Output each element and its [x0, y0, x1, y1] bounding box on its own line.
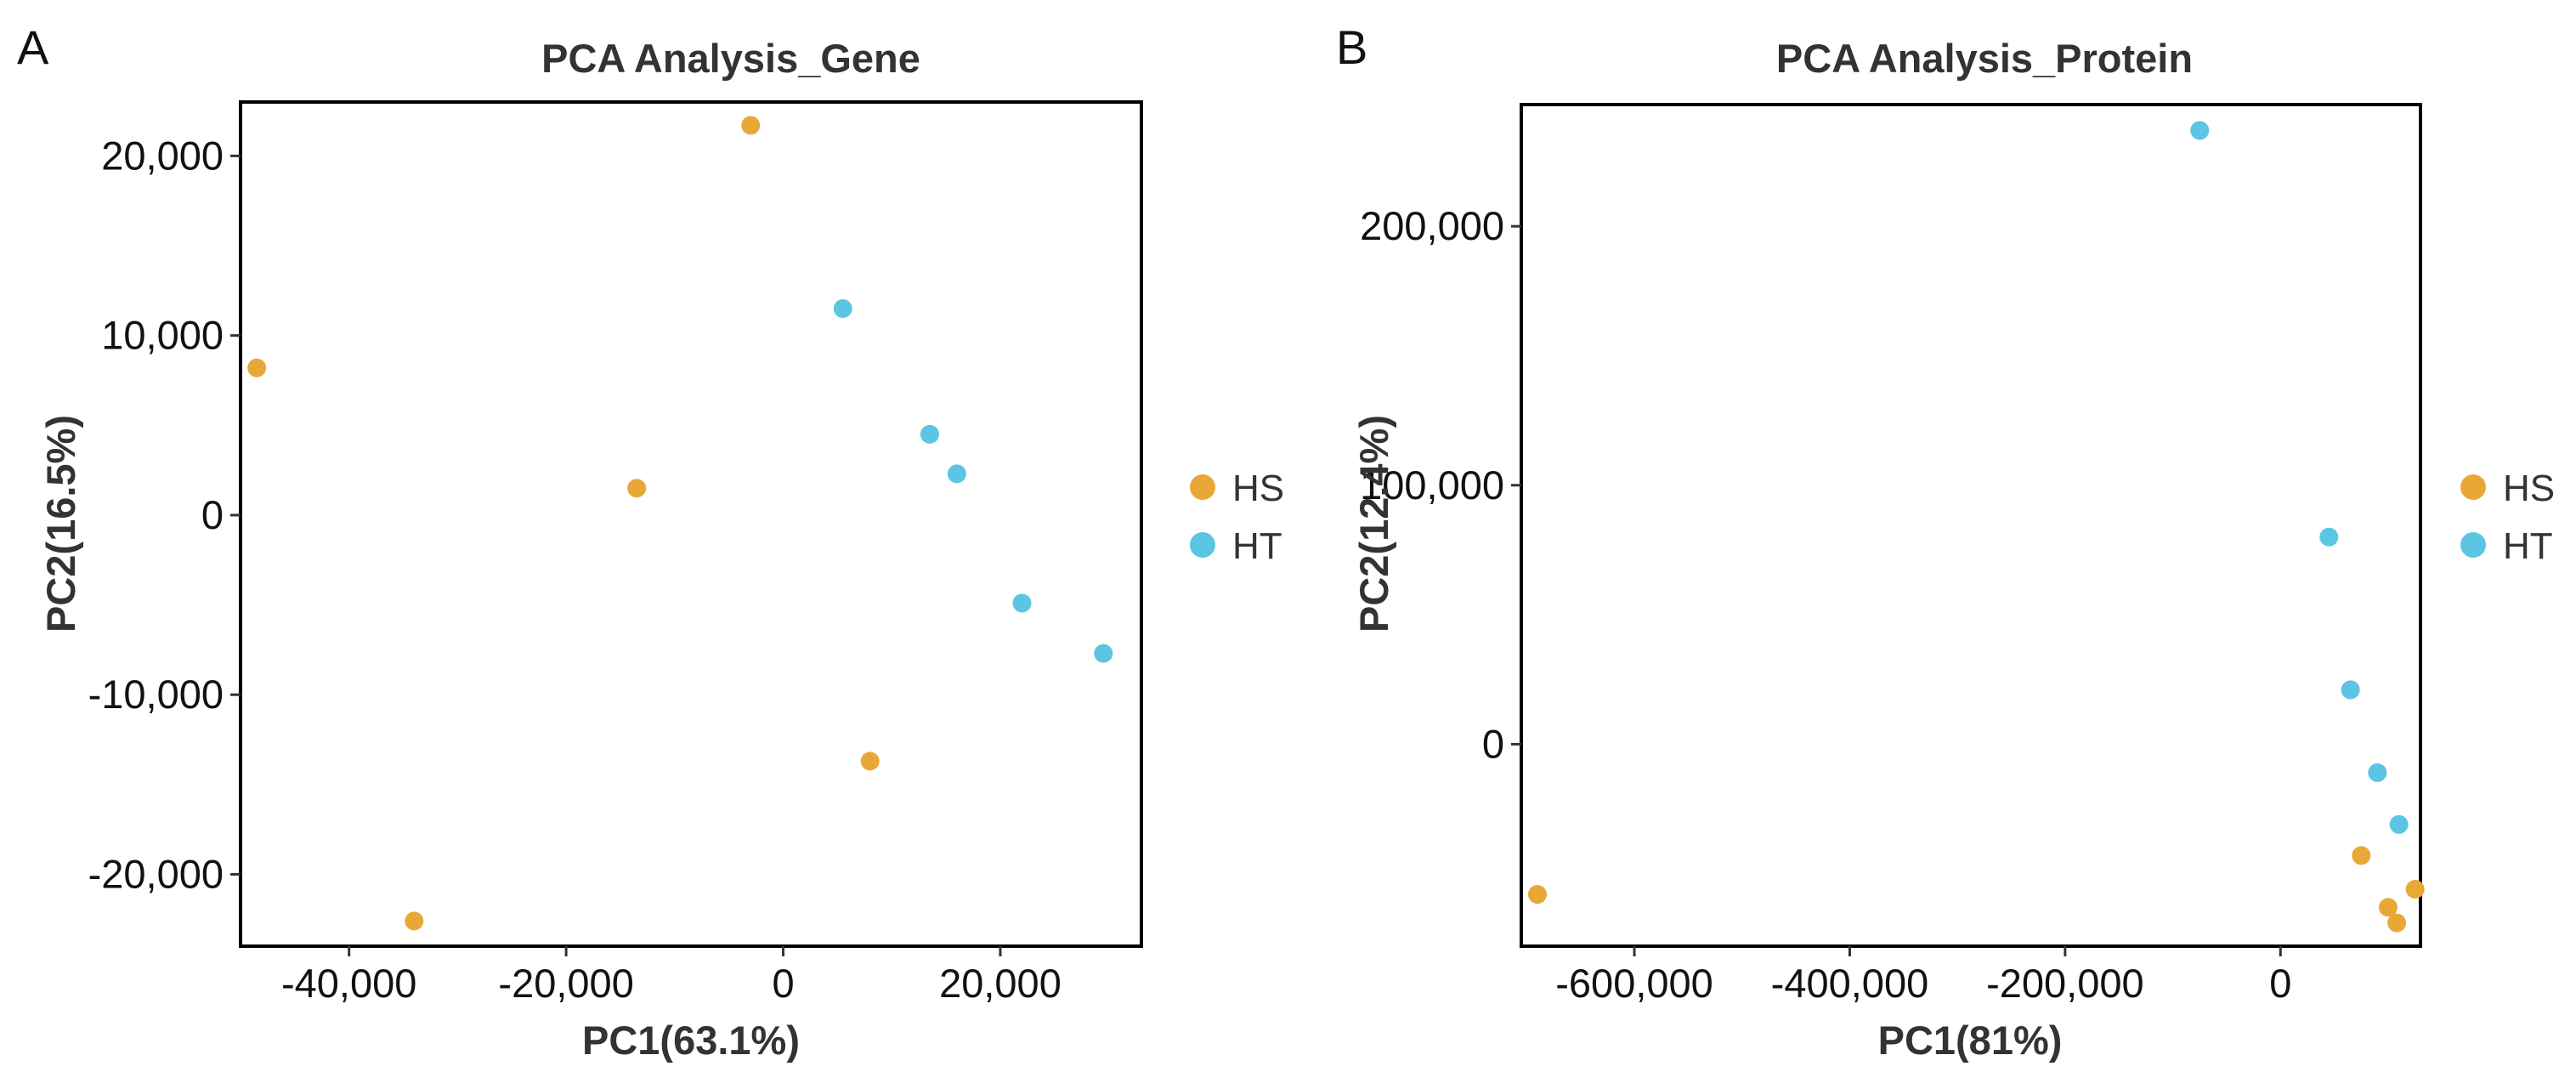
- point-hs: [2352, 846, 2371, 865]
- legend-label-hs: HS: [2503, 468, 2555, 509]
- y-tick-label: 0: [201, 492, 224, 537]
- x-tick-label: -40,000: [281, 961, 416, 1006]
- y-tick-label: 20,000: [101, 133, 224, 178]
- point-ht: [947, 464, 966, 484]
- legend-label-ht: HT: [1232, 525, 1282, 567]
- point-ht: [2341, 680, 2360, 700]
- legend-marker-hs: [2460, 474, 2486, 500]
- legend-marker-hs: [1190, 474, 1215, 500]
- panel-a: A PCA Analysis_Gene -20,000 -10,000 0 10,00…: [17, 20, 1284, 1063]
- panel-a-x-label: PC1(63.1%): [582, 1018, 800, 1063]
- point-hs: [247, 358, 267, 377]
- legend-marker-ht: [1190, 532, 1215, 558]
- panel-a-legend: HS HT: [1190, 468, 1284, 567]
- x-tick-label: -20,000: [498, 961, 633, 1006]
- legend-label-hs: HS: [1232, 468, 1284, 509]
- panel-b-plot-frame: [1520, 103, 2422, 948]
- point-ht: [1094, 644, 1113, 663]
- panel-b-points: [1528, 121, 2425, 933]
- point-ht: [920, 424, 939, 444]
- panel-b-letter: B: [1336, 20, 1367, 74]
- y-tick-label: 100,000: [1360, 462, 1504, 508]
- x-tick-label: 0: [2269, 961, 2291, 1006]
- x-tick-label: 20,000: [939, 961, 1062, 1006]
- panel-a-x-axis: -40,000 -20,000 0 20,000: [281, 946, 1062, 1006]
- point-hs: [860, 752, 880, 771]
- point-ht: [2190, 121, 2210, 140]
- point-ht: [2319, 527, 2339, 547]
- point-hs: [2405, 879, 2425, 899]
- x-tick-label: 0: [772, 961, 794, 1006]
- point-ht: [1012, 593, 1032, 613]
- panel-b: B PCA Analysis_Protein 0 100,000 200,000 -…: [1336, 20, 2555, 1063]
- point-ht: [2368, 763, 2387, 782]
- y-tick-label: 0: [1482, 721, 1504, 766]
- point-hs: [741, 116, 761, 135]
- x-tick-label: -200,000: [1986, 961, 2144, 1006]
- y-tick-label: 200,000: [1360, 203, 1504, 248]
- y-tick-label: -20,000: [88, 851, 224, 896]
- y-tick-label: 10,000: [101, 313, 224, 358]
- point-ht: [2389, 814, 2409, 834]
- point-hs: [405, 911, 424, 931]
- x-tick-label: -400,000: [1771, 961, 1929, 1006]
- y-tick-label: -10,000: [88, 672, 224, 717]
- point-hs: [1528, 885, 1548, 905]
- panel-a-letter: A: [17, 20, 49, 74]
- panel-b-title: PCA Analysis_Protein: [1776, 36, 2193, 81]
- x-tick-label: -600,000: [1555, 961, 1713, 1006]
- point-hs: [627, 479, 647, 498]
- point-hs: [2378, 898, 2398, 917]
- panel-a-y-axis: -20,000 -10,000 0 10,000 20,000: [88, 133, 241, 896]
- legend-marker-ht: [2460, 532, 2486, 558]
- panel-b-y-axis: 0 100,000 200,000: [1360, 203, 1521, 766]
- panel-b-y-label: PC2(12.4%): [1351, 415, 1396, 632]
- panel-b-legend: HS HT: [2460, 468, 2555, 567]
- panel-a-points: [247, 116, 1113, 931]
- panel-a-plot-frame: [239, 100, 1143, 948]
- point-hs: [2387, 913, 2407, 933]
- panel-b-x-label: PC1(81%): [1878, 1018, 2063, 1063]
- panel-a-y-label: PC2(16.5%): [38, 415, 83, 632]
- point-ht: [833, 298, 852, 318]
- panel-b-x-axis: -600,000 -400,000 -200,000 0: [1555, 946, 2291, 1006]
- panel-a-title: PCA Analysis_Gene: [541, 36, 920, 81]
- legend-label-ht: HT: [2503, 525, 2553, 567]
